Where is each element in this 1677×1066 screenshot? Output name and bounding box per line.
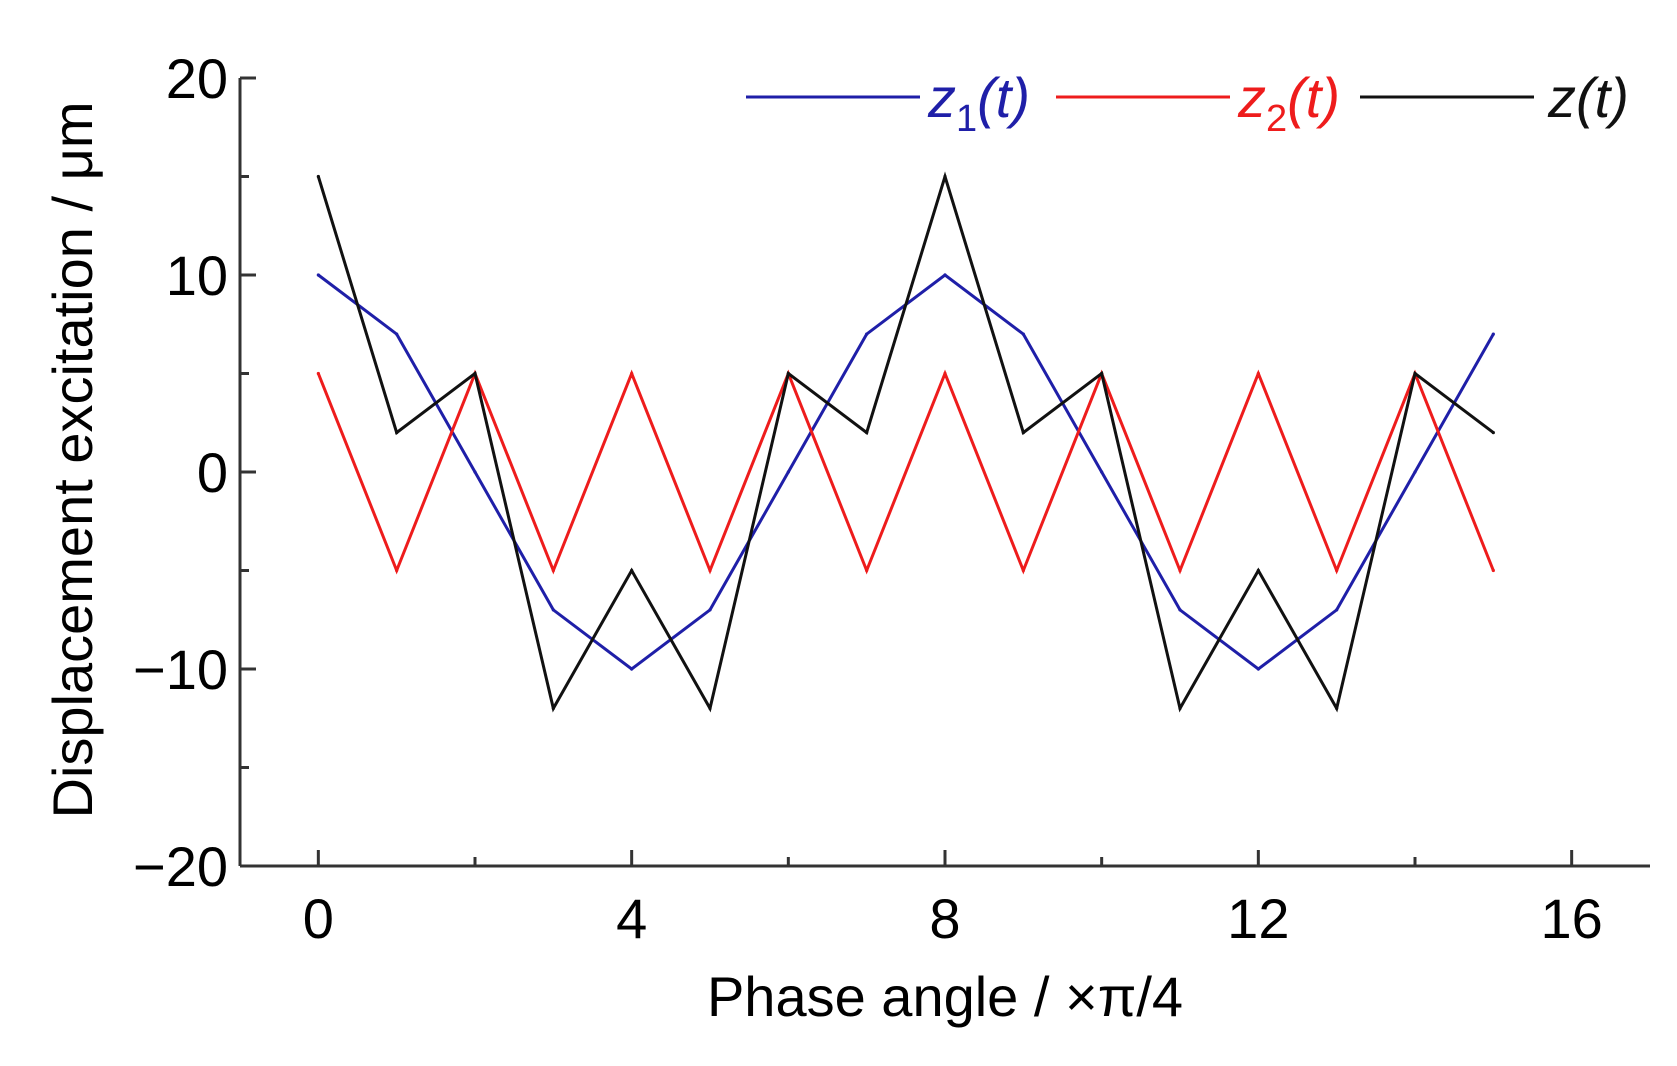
data-point: [1256, 667, 1260, 671]
y-tick-label: 0: [197, 441, 228, 504]
x-axis-title: Phase angle / ×π/4: [707, 965, 1183, 1028]
data-point: [708, 608, 712, 612]
data-point: [1021, 431, 1025, 435]
data-point: [1021, 568, 1025, 573]
series-3: [316, 171, 1495, 713]
data-point: [943, 174, 947, 179]
x-tick-label: 8: [929, 887, 960, 950]
x-tick-label: 12: [1227, 887, 1289, 950]
x-ticks: 0 4 8 12 16: [303, 850, 1603, 950]
data-point: [316, 174, 320, 179]
data-point: [1178, 608, 1182, 612]
data-point: [395, 431, 399, 435]
legend-entry: z2(t): [1056, 66, 1340, 140]
legend: z1(t) z2(t) z(t): [746, 66, 1629, 140]
series-layer: [316, 171, 1495, 713]
legend-label: z1(t): [927, 66, 1030, 140]
legend-label: z(t): [1547, 66, 1629, 129]
y-axis-title: Displacement excitation / μm: [41, 102, 104, 819]
data-point: [630, 568, 634, 573]
data-point: [630, 371, 634, 376]
data-point: [1256, 568, 1260, 573]
data-point: [551, 568, 555, 573]
axes: 0 4 8 12 16 −20 −10 0 10 20: [133, 47, 1650, 950]
x-tick-label: 16: [1541, 887, 1603, 950]
data-point: [395, 568, 399, 573]
data-point: [551, 706, 555, 711]
data-point: [1335, 706, 1339, 711]
data-point: [1021, 332, 1025, 336]
data-point: [473, 371, 477, 376]
series-2: [316, 369, 1495, 575]
data-point: [1256, 371, 1260, 376]
data-point: [1178, 568, 1182, 573]
y-tick-label: −10: [133, 638, 228, 701]
y-tick-label: 10: [166, 244, 228, 307]
data-point: [1100, 371, 1104, 376]
data-point: [1491, 431, 1495, 435]
data-point: [1413, 470, 1417, 474]
legend-entry: z1(t): [746, 66, 1030, 140]
legend-label: z2(t): [1237, 66, 1340, 140]
y-tick-label: −20: [133, 835, 228, 898]
data-point: [473, 470, 477, 474]
data-point: [1100, 470, 1104, 474]
data-point: [395, 332, 399, 336]
data-point: [1491, 568, 1495, 573]
series-line: [316, 171, 1495, 713]
data-point: [1491, 332, 1495, 336]
data-point: [551, 608, 555, 612]
series-line: [316, 369, 1495, 575]
data-point: [865, 431, 869, 435]
data-point: [1335, 608, 1339, 612]
data-point: [786, 470, 790, 474]
x-tick-label: 4: [616, 887, 647, 950]
data-point: [316, 371, 320, 376]
x-tick-label: 0: [303, 887, 334, 950]
data-point: [708, 568, 712, 573]
data-point: [630, 667, 634, 671]
data-point: [865, 332, 869, 336]
data-point: [943, 273, 947, 277]
y-tick-label: 20: [166, 47, 228, 110]
data-point: [865, 568, 869, 573]
data-point: [786, 371, 790, 376]
data-point: [1413, 371, 1417, 376]
legend-entry: z(t): [1360, 66, 1629, 129]
data-point: [943, 371, 947, 376]
data-point: [708, 706, 712, 711]
data-point: [1178, 706, 1182, 711]
y-ticks: −20 −10 0 10 20: [133, 47, 256, 898]
data-point: [316, 273, 320, 277]
data-point: [1335, 568, 1339, 573]
